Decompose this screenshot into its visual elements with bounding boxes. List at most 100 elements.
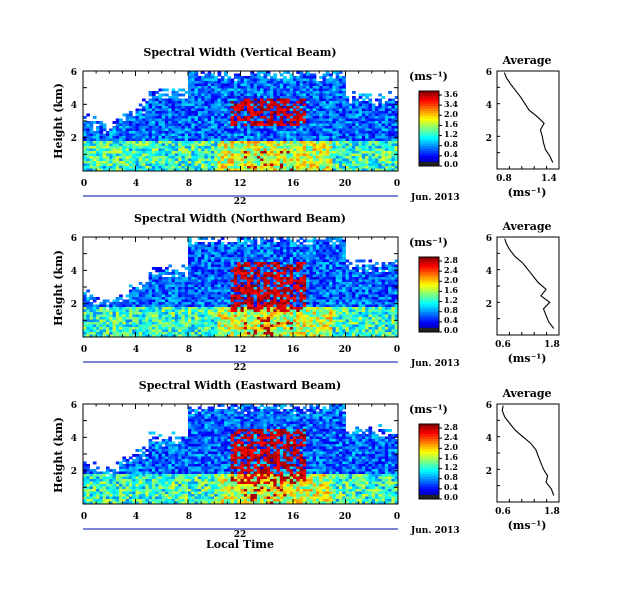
panel-1-cell	[99, 121, 104, 124]
panel-1-cell	[243, 156, 248, 159]
panel-2-cell	[122, 307, 127, 310]
panel-1-cell	[293, 118, 297, 122]
panel-1-cell	[155, 126, 159, 129]
panel-1-cell	[217, 141, 222, 144]
panel-2-cell	[266, 242, 271, 245]
panel-2-cell	[135, 334, 140, 338]
panel-1-cell	[394, 141, 399, 144]
panel-1-cell	[371, 161, 376, 164]
panel-1-cell	[270, 123, 274, 127]
panel-2-cell	[158, 312, 163, 315]
panel-2-cell	[263, 292, 268, 295]
panel-1-cell	[204, 116, 209, 119]
panel-2-cell	[253, 272, 258, 275]
panel-2-cell	[263, 299, 268, 303]
panel-1-cell	[237, 141, 241, 144]
panel-1-cell	[266, 116, 271, 119]
panel-2-cell	[188, 264, 192, 268]
panel-1-cell	[99, 166, 104, 169]
panel-1-cell	[253, 163, 258, 167]
panel-1-cell	[342, 93, 346, 97]
panel-1-cell	[171, 118, 176, 122]
panel-1-cell	[299, 86, 304, 89]
panel-1-cell	[145, 138, 150, 142]
panel-2-cell	[243, 322, 248, 325]
panel-2-cell	[227, 314, 232, 318]
panel-1-cell	[112, 126, 117, 129]
panel-2-cell	[270, 277, 274, 280]
panel-1-cell	[174, 91, 179, 94]
panel-1-cell	[220, 158, 225, 162]
panel-2-cell	[165, 284, 169, 288]
panel-2-cell	[214, 332, 218, 335]
panel-1-cell	[260, 83, 264, 87]
panel-2-cell	[204, 264, 209, 268]
panel-1-cell	[197, 116, 202, 119]
panel-1-cell	[358, 111, 363, 114]
panel-1-cell	[92, 168, 97, 172]
panel-2-cell	[197, 309, 202, 313]
panel-1-cell	[210, 118, 215, 122]
panel-2-cell	[204, 282, 209, 285]
panel-1-cell	[178, 133, 182, 137]
panel-2-cell	[135, 289, 140, 293]
panel-1-cell	[165, 123, 169, 127]
panel-1-cell	[119, 131, 123, 134]
panel-2-cell	[247, 322, 251, 325]
panel-2-cell	[207, 314, 212, 318]
panel-1-cell	[224, 103, 228, 107]
panel-1-cell	[233, 158, 238, 162]
panel-1-cell	[102, 148, 107, 152]
panel-1-cell	[191, 123, 195, 127]
panel-1-cell	[125, 133, 130, 137]
panel-1-cell	[135, 121, 140, 124]
panel-2-cell	[142, 294, 146, 298]
panel-2-cell	[207, 292, 212, 295]
panel-1-cell	[240, 136, 245, 139]
panel-1-cell	[197, 113, 202, 117]
panel-1-cell	[227, 101, 232, 104]
panel-1-cell	[214, 111, 218, 114]
panel-1-cell	[375, 168, 379, 172]
panel-1-cell	[194, 131, 199, 134]
panel-1-cell	[293, 91, 297, 94]
panel-1-cell	[148, 106, 153, 109]
panel-2-cell	[220, 262, 225, 265]
panel-2-cell	[237, 327, 241, 330]
panel-2-cell	[161, 317, 166, 320]
panel-2-cell	[247, 264, 251, 268]
panel-2-cell	[217, 279, 222, 283]
panel-1-cell	[302, 78, 307, 82]
panel-2-cell	[83, 299, 87, 303]
panel-2-cell	[270, 237, 274, 240]
panel-1-cell	[105, 141, 110, 144]
panel-1-cell	[237, 91, 241, 94]
panel-1-cell	[184, 113, 189, 117]
panel-1-cell	[286, 138, 291, 142]
panel-1-cell	[253, 126, 258, 129]
panel-2-cell	[227, 262, 232, 265]
panel-2-cell	[148, 282, 153, 285]
panel-1-cell	[240, 163, 245, 167]
panel-1-cell	[384, 163, 389, 167]
panel-1-cell	[181, 143, 186, 147]
panel-2-cell	[227, 269, 232, 273]
panel-2-cell	[178, 274, 182, 278]
panel-1-cell	[293, 163, 297, 167]
panel-2-cell	[230, 274, 235, 278]
panel-1-cell	[391, 128, 396, 132]
panel-1-cell	[119, 128, 123, 132]
panel-1-cell	[125, 153, 130, 157]
panel-1-cell	[204, 156, 209, 159]
panel-2-cell	[270, 309, 274, 313]
panel-2-cell	[273, 287, 277, 290]
panel-1-cb-swatch	[419, 153, 439, 157]
panel-1-cell	[283, 81, 287, 84]
panel-2-cell	[181, 334, 186, 338]
panel-1-cell	[99, 156, 104, 159]
panel-2-cell	[214, 334, 218, 338]
panel-1-cell	[273, 148, 277, 152]
panel-1-cell	[194, 106, 199, 109]
panel-1-cell	[335, 141, 340, 144]
panel-1-cell	[293, 96, 297, 99]
